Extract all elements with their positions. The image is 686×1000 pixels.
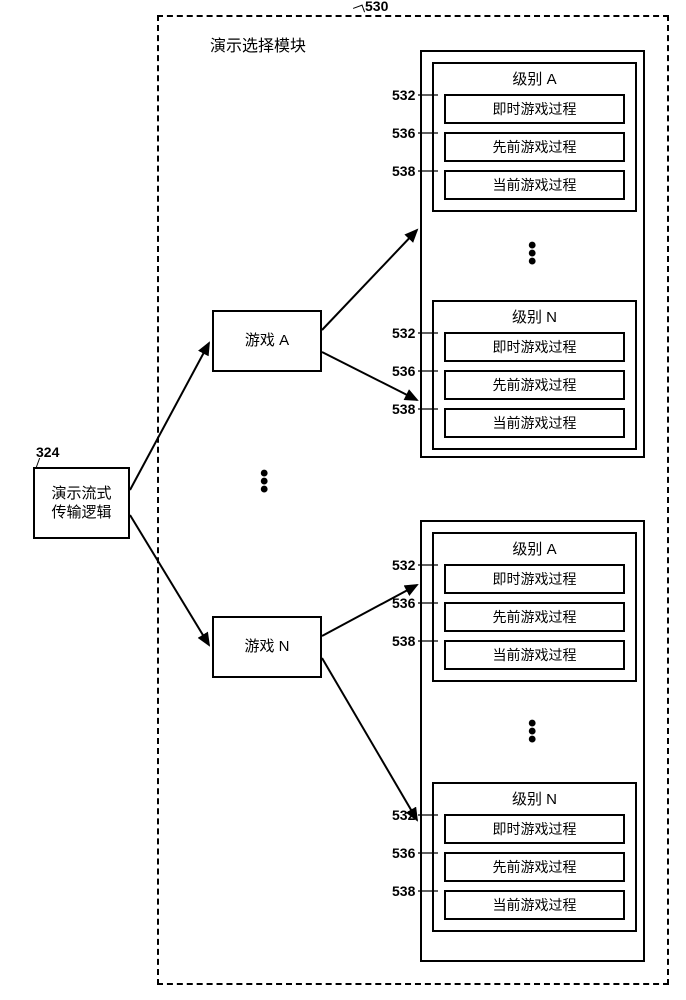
g1-vdots: ••• xyxy=(528,242,536,266)
g1-la-current: 当前游戏过程 xyxy=(444,170,625,200)
g1-ln-current: 当前游戏过程 xyxy=(444,408,625,438)
g1-la-instant: 即时游戏过程 xyxy=(444,94,625,124)
g2-ln-instant: 即时游戏过程 xyxy=(444,814,625,844)
g2-level-a: 级别 A 即时游戏过程 先前游戏过程 当前游戏过程 xyxy=(432,532,637,682)
g1-la-ref532: 532 xyxy=(392,87,415,103)
g2-ln-previous: 先前游戏过程 xyxy=(444,852,625,882)
g2-la-ref536: 536 xyxy=(392,595,415,611)
g1-ln-ref532: 532 xyxy=(392,325,415,341)
module-title: 演示选择模块 xyxy=(210,32,306,56)
g1-ln-ref536: 536 xyxy=(392,363,415,379)
g2-ln-ref532: 532 xyxy=(392,807,415,823)
g2-la-ref538: 538 xyxy=(392,633,415,649)
g2-ln-ref536: 536 xyxy=(392,845,415,861)
g1-level-n: 级别 N 即时游戏过程 先前游戏过程 当前游戏过程 xyxy=(432,300,637,450)
game-a-box: 游戏 A xyxy=(212,310,322,372)
group-2: 级别 A 即时游戏过程 先前游戏过程 当前游戏过程 ••• 级别 N 即时游戏过… xyxy=(420,520,645,962)
g2-level-n-label: 级别 N xyxy=(434,790,635,810)
g1-ln-instant: 即时游戏过程 xyxy=(444,332,625,362)
g2-ln-ref538: 538 xyxy=(392,883,415,899)
vdots-games: ••• xyxy=(260,470,268,494)
source-box: 演示流式 传输逻辑 xyxy=(33,467,130,539)
g2-vdots: ••• xyxy=(528,720,536,744)
g2-la-previous: 先前游戏过程 xyxy=(444,602,625,632)
g2-level-n: 级别 N 即时游戏过程 先前游戏过程 当前游戏过程 xyxy=(432,782,637,932)
g1-la-ref536: 536 xyxy=(392,125,415,141)
g1-ln-ref538: 538 xyxy=(392,401,415,417)
ref-530: 530 xyxy=(365,0,388,14)
g2-la-ref532: 532 xyxy=(392,557,415,573)
g2-level-a-label: 级别 A xyxy=(434,540,635,560)
game-n-box: 游戏 N xyxy=(212,616,322,678)
g1-level-a: 级别 A 即时游戏过程 先前游戏过程 当前游戏过程 xyxy=(432,62,637,212)
g2-ln-current: 当前游戏过程 xyxy=(444,890,625,920)
g2-la-current: 当前游戏过程 xyxy=(444,640,625,670)
g1-ln-previous: 先前游戏过程 xyxy=(444,370,625,400)
g1-la-ref538: 538 xyxy=(392,163,415,179)
g2-la-instant: 即时游戏过程 xyxy=(444,564,625,594)
g1-level-n-label: 级别 N xyxy=(434,308,635,328)
diagram-canvas: 530 演示选择模块 324 演示流式 传输逻辑 游戏 A 游戏 N ••• 级… xyxy=(0,0,686,1000)
g1-la-previous: 先前游戏过程 xyxy=(444,132,625,162)
g1-level-a-label: 级别 A xyxy=(434,70,635,90)
ref-530-leader xyxy=(353,5,365,16)
group-1: 级别 A 即时游戏过程 先前游戏过程 当前游戏过程 ••• 级别 N 即时游戏过… xyxy=(420,50,645,458)
